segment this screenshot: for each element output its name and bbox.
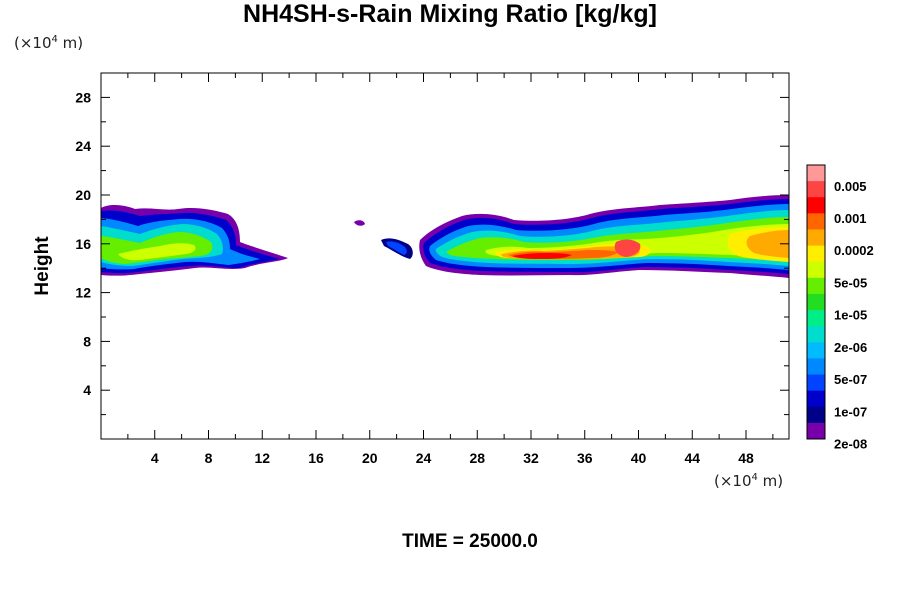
colorbar-swatch — [807, 342, 825, 359]
colorbar-swatch — [807, 165, 825, 182]
colorbar-swatch — [807, 197, 825, 214]
colorbar-swatch — [807, 406, 825, 424]
x-tick-label: 12 — [254, 450, 270, 466]
colorbar-label: 5e-07 — [834, 372, 867, 387]
y-tick-label: 24 — [75, 138, 91, 154]
colorbar-label: 0.001 — [834, 211, 867, 226]
x-tick-label: 44 — [684, 450, 700, 466]
cloud-small-violet — [354, 220, 365, 226]
colorbar-swatch — [807, 213, 825, 230]
x-tick-label: 20 — [362, 450, 378, 466]
cloud-right-peak — [614, 239, 641, 257]
colorbar-swatch — [807, 293, 825, 311]
x-tick-label: 4 — [151, 450, 159, 466]
colorbar-swatch — [807, 390, 825, 408]
colorbar-swatch — [807, 245, 825, 263]
y-tick-label: 4 — [83, 382, 91, 398]
colorbar-swatch — [807, 277, 825, 295]
y-tick-label: 12 — [75, 285, 91, 301]
x-tick-label: 24 — [416, 450, 432, 466]
colorbar-swatch — [807, 181, 825, 198]
colorbar-swatch — [807, 358, 825, 376]
colorbar-swatch — [807, 326, 825, 343]
x-tick-label: 40 — [631, 450, 647, 466]
colorbar-label: 0.0002 — [834, 243, 874, 258]
time-label: TIME = 25000.0 — [402, 531, 538, 552]
x-tick-label: 48 — [738, 450, 754, 466]
y-tick-label: 16 — [75, 236, 91, 252]
colorbar-swatch — [807, 261, 825, 279]
x-tick-label: 16 — [308, 450, 324, 466]
cloud-left-yellowgreen — [118, 243, 196, 261]
x-tick-label: 32 — [523, 450, 539, 466]
cloud-right-red — [512, 253, 572, 259]
colorbar-label: 0.005 — [834, 179, 867, 194]
cloud-mid-blue — [386, 241, 407, 255]
x-tick-label: 28 — [469, 450, 485, 466]
y-tick-label: 8 — [83, 333, 91, 349]
colorbar-swatch — [807, 310, 825, 327]
colorbar-label: 1e-07 — [834, 404, 867, 419]
x-tick-label: 36 — [577, 450, 593, 466]
x-unit-label: (×104 m) — [714, 472, 784, 490]
colorbar-label: 2e-08 — [834, 437, 867, 452]
plot-frame — [100, 72, 790, 440]
y-unit-label: (×104 m) — [14, 34, 84, 52]
colorbar-swatch — [807, 422, 825, 440]
colorbar: 0.005 0.001 0.0002 5e-05 1e-05 2e-06 5e-07 1e-0… — [806, 164, 874, 452]
cloud-right-orange-east — [746, 230, 789, 258]
colorbar-swatch — [807, 229, 825, 247]
x-tick-label: 8 — [205, 450, 213, 466]
data-field — [101, 195, 789, 278]
colorbar-frame — [806, 164, 826, 440]
colorbar-swatch — [807, 374, 825, 392]
chart-title: NH4SH-s-Rain Mixing Ratio [kg/kg] — [243, 0, 657, 28]
colorbar-label: 5e-05 — [834, 275, 867, 290]
colorbar-label: 1e-05 — [834, 308, 867, 323]
colorbar-label: 2e-06 — [834, 340, 867, 355]
y-tick-label: 28 — [75, 89, 91, 105]
y-tick-label: 20 — [75, 187, 91, 203]
